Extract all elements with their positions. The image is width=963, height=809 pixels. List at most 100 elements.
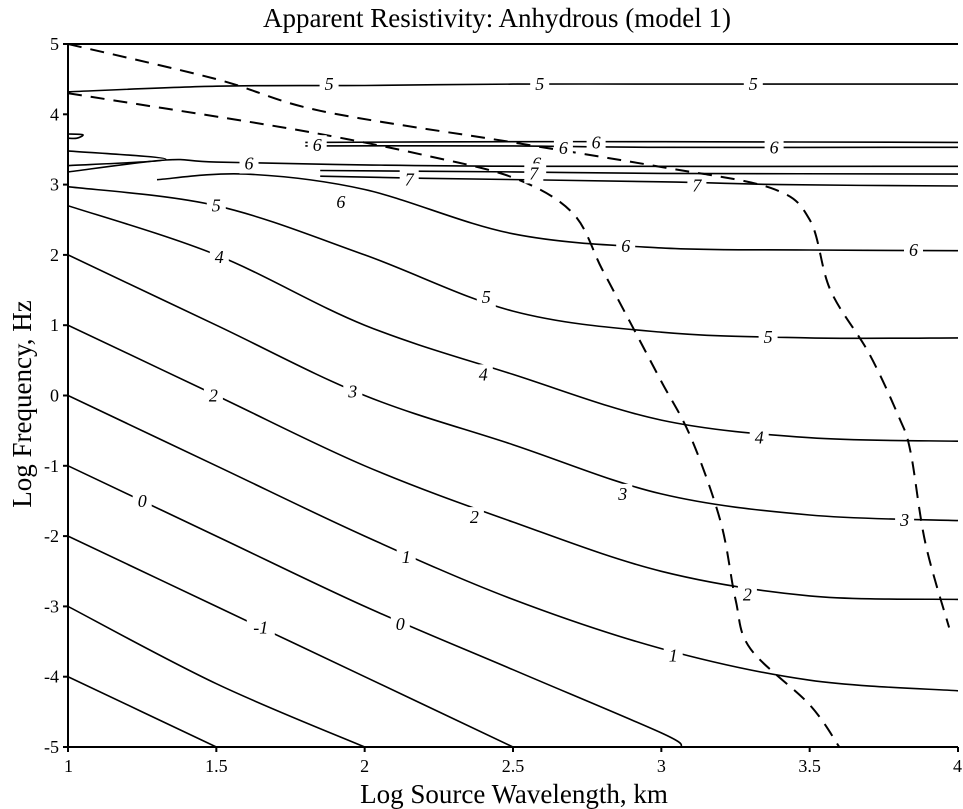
contour-label: 3 xyxy=(899,510,909,530)
contour-label: 1 xyxy=(402,547,411,567)
contour-label-bg xyxy=(616,235,636,256)
contour-label-bg xyxy=(331,192,351,213)
contour-label: 7 xyxy=(692,175,702,195)
dashed-boundary xyxy=(68,92,841,747)
contour-line xyxy=(68,675,217,747)
contour-label: 3 xyxy=(617,484,627,504)
contour-label: 6 xyxy=(559,138,568,158)
contour-label-bg xyxy=(246,617,275,638)
contour-label-bg xyxy=(758,327,778,348)
contour-line xyxy=(68,535,514,747)
contour-label: 5 xyxy=(535,74,544,94)
contour-label-bg xyxy=(390,614,410,634)
y-tick-label: 2 xyxy=(50,245,59,265)
contour-label-bg xyxy=(524,163,544,184)
dashed-boundary xyxy=(68,44,951,628)
y-tick-label: -4 xyxy=(44,667,59,687)
y-tick-label: 4 xyxy=(50,104,59,124)
contour-line xyxy=(68,158,958,173)
y-tick-label: 5 xyxy=(50,34,59,54)
contour-label: 6 xyxy=(245,154,254,174)
contour-label-bg xyxy=(553,138,573,158)
contour-label-bg xyxy=(764,137,784,158)
contour-line xyxy=(68,605,366,747)
x-tick-label: 3 xyxy=(657,756,666,776)
y-tick-label: 1 xyxy=(50,315,59,335)
y-tick-label: -3 xyxy=(44,596,59,616)
contour-label-bg xyxy=(343,381,363,402)
contour-label-bg xyxy=(530,74,550,95)
x-tick-label: 3.5 xyxy=(798,756,821,776)
contour-label: 5 xyxy=(482,287,491,307)
contour-label: 2 xyxy=(209,386,218,406)
contour-label-bg xyxy=(895,509,915,530)
contour-label: 6 xyxy=(909,240,918,260)
x-tick-label: 2 xyxy=(360,756,369,776)
contour-lines xyxy=(68,44,958,747)
x-tick-label: 2.5 xyxy=(502,756,525,776)
x-tick-label: 4 xyxy=(953,756,962,776)
y-axis-label: Log Frequency, Hz xyxy=(7,300,37,507)
contour-label: 3 xyxy=(347,381,357,401)
contour-label: 7 xyxy=(529,163,539,183)
contour-label: 2 xyxy=(743,584,752,604)
contour-label: 0 xyxy=(138,491,147,511)
contour-labels: 5556666667776665554443332221100-1 xyxy=(132,74,923,666)
contour-label: 6 xyxy=(770,137,779,157)
contour-label: 5 xyxy=(212,196,221,216)
contour-label: 6 xyxy=(621,236,630,256)
contour-label: 5 xyxy=(749,74,758,94)
contour-line xyxy=(68,394,958,692)
x-tick-label: 1 xyxy=(64,756,73,776)
contour-label: 6 xyxy=(592,132,601,152)
contour-label-bg xyxy=(239,153,259,174)
contour-label-bg xyxy=(132,491,152,511)
contour-label: -1 xyxy=(253,618,268,638)
contour-line xyxy=(305,145,958,149)
contour-label: 0 xyxy=(396,614,405,634)
y-tick-label: -2 xyxy=(44,526,59,546)
contour-label-bg xyxy=(209,247,229,267)
contour-line xyxy=(68,324,958,601)
contour-line xyxy=(68,204,958,442)
contour-label-bg xyxy=(203,385,223,406)
contour-label-bg xyxy=(613,483,633,504)
contour-label-bg xyxy=(743,74,763,95)
contour-label-bg xyxy=(307,135,327,156)
x-tick-label: 1.5 xyxy=(205,756,228,776)
contour-line xyxy=(68,254,958,522)
contour-label-bg xyxy=(749,427,769,448)
y-tick-label: 3 xyxy=(50,175,59,195)
contour-label: 4 xyxy=(479,364,488,384)
contour-label: 7 xyxy=(405,170,415,190)
contour-label-bg xyxy=(206,195,226,216)
contour-label: 6 xyxy=(336,192,345,212)
y-tick-label: 0 xyxy=(50,386,59,406)
contour-line xyxy=(68,133,84,140)
contour-label-bg xyxy=(904,240,923,260)
contour-label: 6 xyxy=(313,135,322,155)
contour-label-bg xyxy=(399,169,419,190)
contour-label: 2 xyxy=(470,507,479,527)
contour-label-bg xyxy=(319,74,339,95)
y-tick-label: -5 xyxy=(44,737,59,757)
contour-label-bg xyxy=(687,175,707,196)
contour-label-bg xyxy=(586,132,606,153)
contour-label-bg xyxy=(476,287,496,308)
contour-label: 1 xyxy=(669,646,678,666)
contour-label: 5 xyxy=(764,327,773,347)
contour-label-bg xyxy=(464,507,484,528)
contour-label-bg xyxy=(737,584,757,605)
contour-line xyxy=(68,465,683,747)
contour-label-bg xyxy=(473,364,493,385)
contour-label: 5 xyxy=(325,74,334,94)
x-axis-label: Log Source Wavelength, km xyxy=(360,779,668,809)
contour-line xyxy=(68,150,167,167)
y-tick-label: -1 xyxy=(44,456,59,476)
contour-line xyxy=(305,140,958,144)
contour-label: 4 xyxy=(755,428,764,448)
contour-label: 4 xyxy=(215,247,224,267)
plot-area: 5556666667776665554443332221100-111.522.… xyxy=(44,34,962,776)
contour-label-bg xyxy=(663,645,683,666)
